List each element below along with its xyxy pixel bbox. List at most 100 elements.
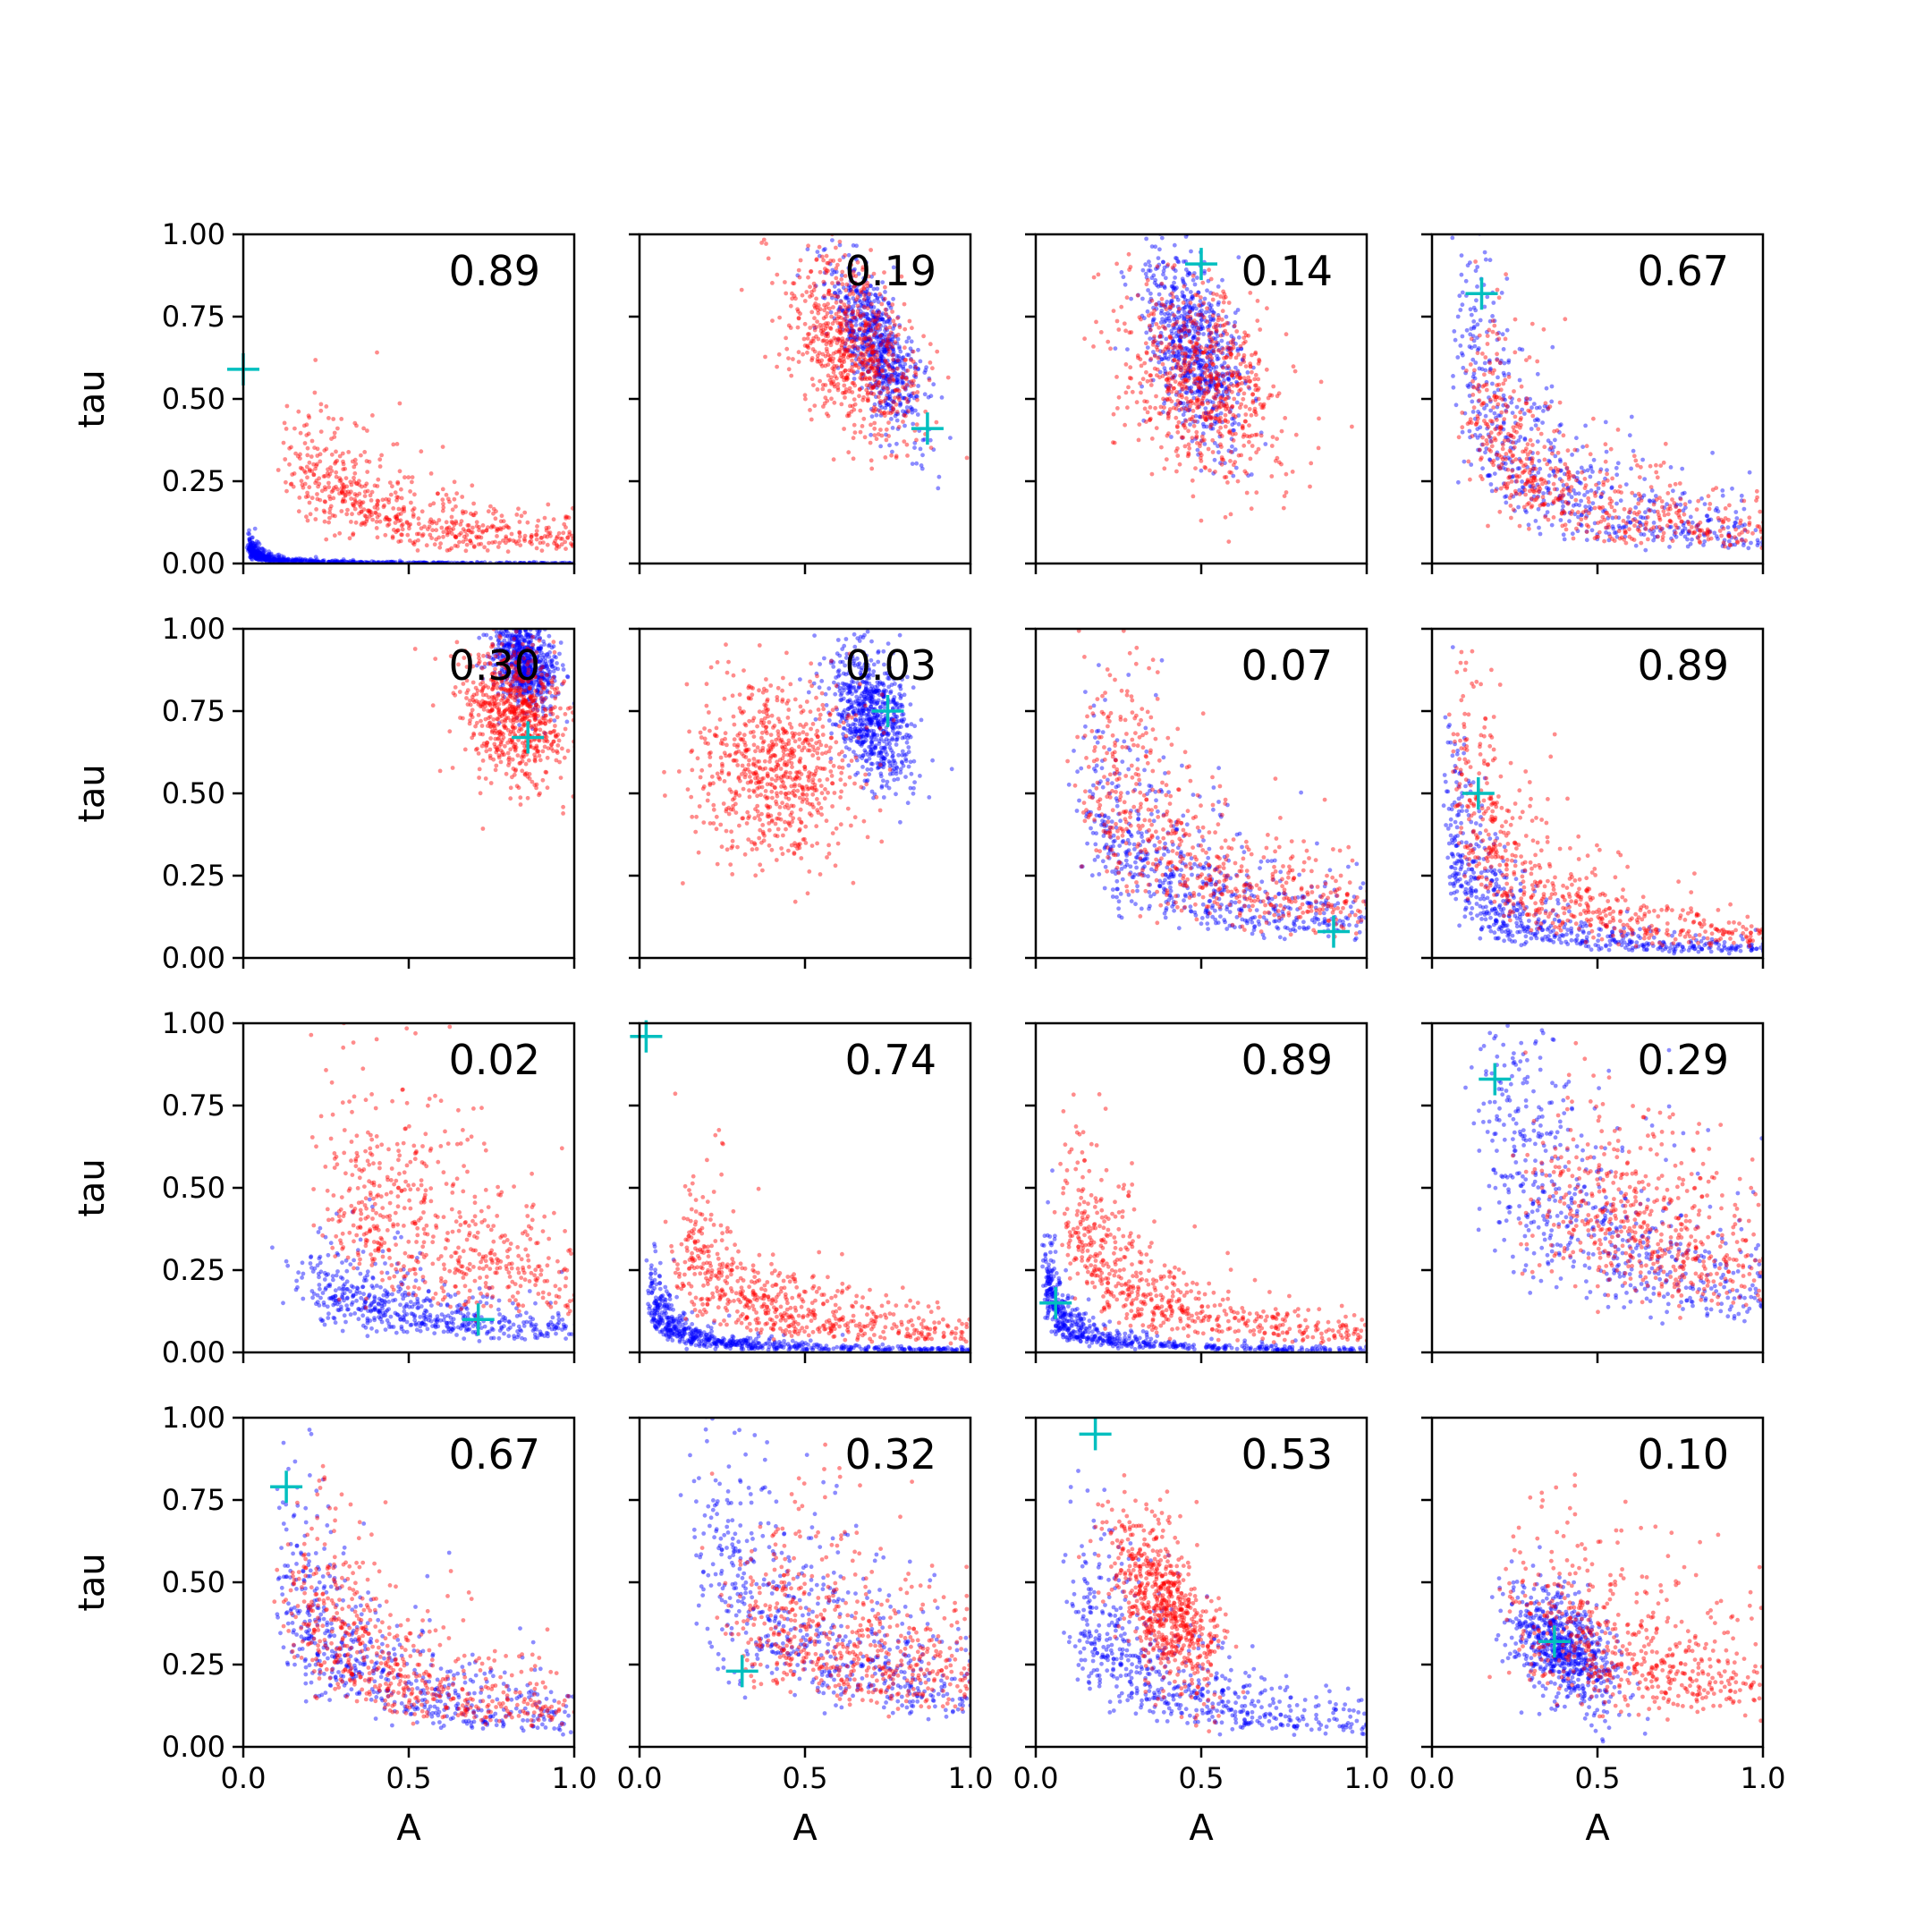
point-red: [904, 442, 910, 447]
point-red: [484, 528, 489, 533]
point-red: [411, 512, 416, 517]
point-red: [545, 534, 550, 539]
point-blue: [872, 383, 877, 387]
point-red: [881, 374, 886, 379]
point-blue: [1143, 262, 1148, 267]
point-blue: [1220, 393, 1225, 398]
point-blue: [855, 369, 860, 375]
point-red: [365, 517, 369, 521]
point-red: [529, 534, 534, 539]
point-red: [398, 518, 403, 523]
point-blue: [1516, 504, 1521, 510]
point-blue: [1198, 373, 1203, 377]
point-red: [477, 534, 481, 539]
point-blue: [258, 550, 262, 555]
point-blue: [876, 300, 881, 304]
point-red: [360, 521, 365, 526]
point-blue: [886, 362, 892, 368]
point-blue: [300, 557, 305, 562]
point-blue: [847, 318, 852, 323]
point-blue: [874, 310, 879, 315]
point-blue: [886, 336, 892, 342]
point-red: [362, 450, 368, 454]
point-red: [808, 341, 813, 346]
point-blue: [254, 555, 258, 561]
point-red: [819, 358, 825, 363]
point-blue: [871, 315, 877, 320]
point-blue: [843, 348, 848, 352]
point-blue: [1199, 318, 1204, 323]
point-blue: [861, 275, 866, 281]
point-red: [552, 541, 556, 546]
point-blue: [865, 316, 870, 321]
point-red: [326, 416, 331, 420]
point-blue: [1208, 385, 1213, 390]
point-red: [761, 237, 767, 242]
point-red: [870, 344, 876, 349]
point-blue: [882, 345, 886, 351]
point-blue: [280, 557, 285, 563]
point-blue: [266, 556, 271, 561]
point-blue: [878, 358, 884, 363]
point-blue: [895, 372, 901, 377]
point-red: [855, 346, 860, 352]
point-red: [1283, 416, 1288, 420]
point-red: [1597, 504, 1602, 510]
point-red: [852, 430, 858, 435]
point-red: [541, 540, 546, 545]
point-red: [1530, 443, 1535, 447]
point-blue: [887, 377, 893, 383]
point-blue: [1188, 350, 1193, 355]
point-blue: [1583, 504, 1589, 509]
point-blue: [290, 559, 295, 564]
point-red: [311, 472, 317, 478]
point-red: [354, 481, 359, 486]
point-blue: [897, 402, 902, 408]
point-blue: [1208, 399, 1213, 404]
point-red: [763, 354, 767, 360]
point-blue: [1611, 526, 1616, 531]
point-blue: [1180, 420, 1185, 426]
point-red: [1170, 366, 1175, 371]
point-red: [850, 324, 855, 329]
point-blue: [848, 284, 853, 290]
point-red: [1260, 403, 1266, 408]
point-red: [1513, 317, 1518, 322]
point-red: [298, 465, 303, 470]
point-red: [881, 386, 886, 390]
point-blue: [1153, 244, 1158, 250]
point-red: [823, 383, 828, 387]
point-red: [843, 305, 849, 310]
point-red: [850, 327, 855, 333]
point-blue: [1180, 276, 1185, 282]
point-blue: [869, 432, 873, 437]
point-red: [554, 536, 559, 541]
point-red: [843, 253, 848, 258]
point-blue: [868, 336, 873, 342]
point-red: [866, 274, 871, 279]
point-red: [842, 377, 847, 383]
scatter-points: [739, 234, 970, 491]
point-red: [432, 542, 437, 547]
point-blue: [832, 284, 837, 289]
point-red: [858, 355, 862, 360]
point-red: [796, 350, 801, 355]
point-red: [808, 326, 813, 330]
point-blue: [884, 347, 889, 352]
point-red: [1210, 362, 1216, 367]
point-red: [805, 336, 810, 341]
point-blue: [1226, 370, 1231, 376]
point-blue: [870, 351, 876, 355]
point-red: [1750, 530, 1755, 536]
point-blue: [1161, 259, 1165, 265]
point-blue: [275, 558, 280, 564]
point-red: [1164, 457, 1169, 462]
point-red: [1508, 504, 1513, 508]
point-blue: [845, 348, 851, 353]
point-red: [288, 482, 293, 487]
point-red: [471, 513, 477, 518]
point-red: [831, 258, 836, 263]
point-red: [1608, 446, 1614, 452]
point-blue: [257, 554, 262, 558]
point-red: [1191, 320, 1195, 326]
